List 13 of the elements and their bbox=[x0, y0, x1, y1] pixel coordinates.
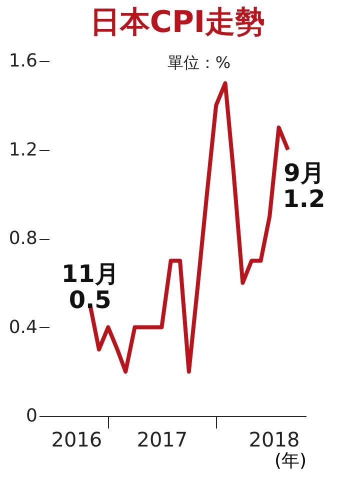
y-tick-label: 0 bbox=[26, 406, 38, 426]
y-tick-label: 1.6 bbox=[8, 50, 38, 72]
x-tick-label: 2017 bbox=[136, 428, 188, 452]
annotation: 11月 0.5 bbox=[61, 260, 119, 314]
x-axis-title: (年) bbox=[274, 450, 306, 472]
y-tick-label: 0.4 bbox=[8, 316, 38, 338]
chart-title: 日本CPI走勢 bbox=[90, 5, 266, 40]
annotation: 單位：% bbox=[167, 53, 231, 72]
annotation: 9月 1.2 bbox=[282, 158, 326, 213]
x-tick-label: 2018 bbox=[248, 428, 300, 452]
y-tick-label: 0.8 bbox=[8, 228, 38, 249]
x-tick-label: 2016 bbox=[51, 428, 102, 452]
y-tick-label: 1.2 bbox=[8, 139, 38, 160]
